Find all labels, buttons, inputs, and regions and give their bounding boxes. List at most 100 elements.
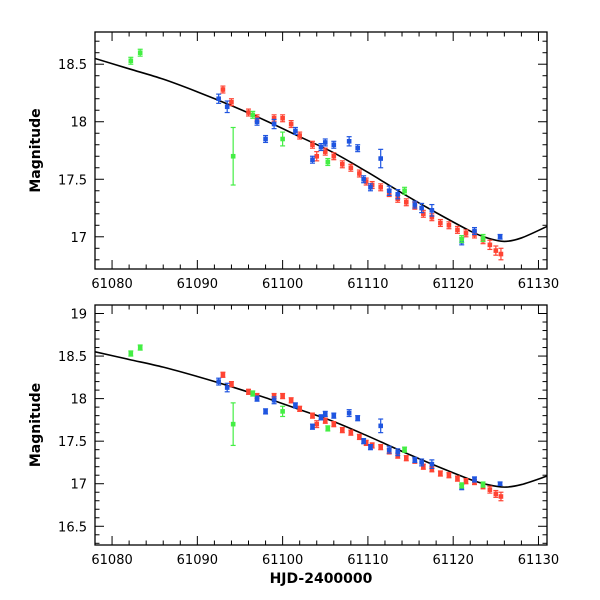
data-point [314,153,320,159]
data-point [419,205,424,211]
data-point [128,58,134,64]
data-point [310,157,315,163]
data-point [369,182,375,188]
data-point [378,444,383,450]
x-tick-label: 61090 [177,553,218,568]
data-point [386,447,392,452]
data-point [402,188,407,194]
data-point [128,351,134,356]
data-point [280,409,285,414]
data-point [463,478,469,484]
data-point [250,391,256,396]
data-point [429,461,435,467]
data-point [263,136,268,142]
data-point [263,409,268,414]
data-point [310,424,315,430]
y-tick-label: 17 [70,478,87,493]
y-tick-label: 18.5 [58,350,87,365]
data-point [498,251,504,257]
data-point [403,455,409,461]
data-point [220,87,226,92]
data-point [487,242,493,248]
data-point [378,185,383,190]
data-point [480,235,486,241]
data-point [378,156,383,161]
data-point [322,411,328,417]
data-point [230,421,236,427]
data-point [455,476,460,481]
data-point [402,447,407,452]
data-point [455,227,460,233]
x-tick-label: 61110 [347,553,388,568]
x-axis-label: HJD-2400000 [270,571,373,587]
data-point [463,231,469,236]
data-point [429,466,435,472]
data-point [271,398,277,403]
x-tick-label: 61100 [262,277,303,292]
data-point [310,413,315,418]
data-point [246,110,251,115]
data-point [271,121,277,127]
data-point [280,393,285,399]
data-point [378,423,383,429]
data-point [446,222,452,228]
data-point [288,398,294,403]
data-point [446,472,452,478]
data-point [368,444,373,450]
data-point [220,372,226,378]
data-point [224,385,230,390]
series-1 [220,85,504,261]
data-point [137,345,143,350]
data-point [246,389,251,395]
data-point [497,481,503,487]
data-point [325,426,331,431]
data-point [331,142,337,148]
y-tick-label: 18 [70,116,87,131]
data-point [438,220,443,226]
data-point [288,121,294,127]
data-point [137,50,143,56]
series-3 [128,48,486,244]
data-point [487,487,493,492]
data-point [429,208,435,213]
x-tick-label: 61080 [91,277,132,292]
y-tick-label: 16.5 [58,520,87,535]
data-point [363,179,369,184]
data-point [459,236,465,242]
data-point [280,136,285,142]
data-point [322,140,328,145]
data-point [254,119,260,125]
x-tick-label: 61120 [433,553,474,568]
y-tick-label: 18 [70,393,87,408]
data-point [348,430,354,435]
data-point [421,464,426,470]
data-point [229,99,234,105]
data-point [250,112,256,118]
data-point [314,421,320,427]
data-point [472,228,477,234]
data-point [346,138,352,144]
data-point [412,202,418,207]
x-tick-label: 61120 [433,277,474,292]
panel-2: 61080 61090 61100 61110 61120 61130 16.5 17 17.5… [28,304,559,587]
data-point [293,403,298,408]
data-point [318,415,324,420]
data-point [421,211,426,217]
data-point [254,396,260,401]
model-curve-line [95,351,547,488]
data-point [419,460,424,465]
data-point [340,162,345,167]
y-tick-label: 17.5 [58,173,87,188]
x-tick-label: 61130 [518,553,559,568]
data-point [438,471,443,476]
data-point [271,115,277,121]
data-point [386,188,392,194]
data-point [271,393,277,399]
data-point [216,379,221,384]
panel-1: 61080 61090 61100 61110 61120 61130 17 17.5 18 18… [28,31,559,292]
data-point [280,115,285,121]
data-point [368,185,373,190]
data-point [403,199,409,205]
data-point [297,406,302,412]
